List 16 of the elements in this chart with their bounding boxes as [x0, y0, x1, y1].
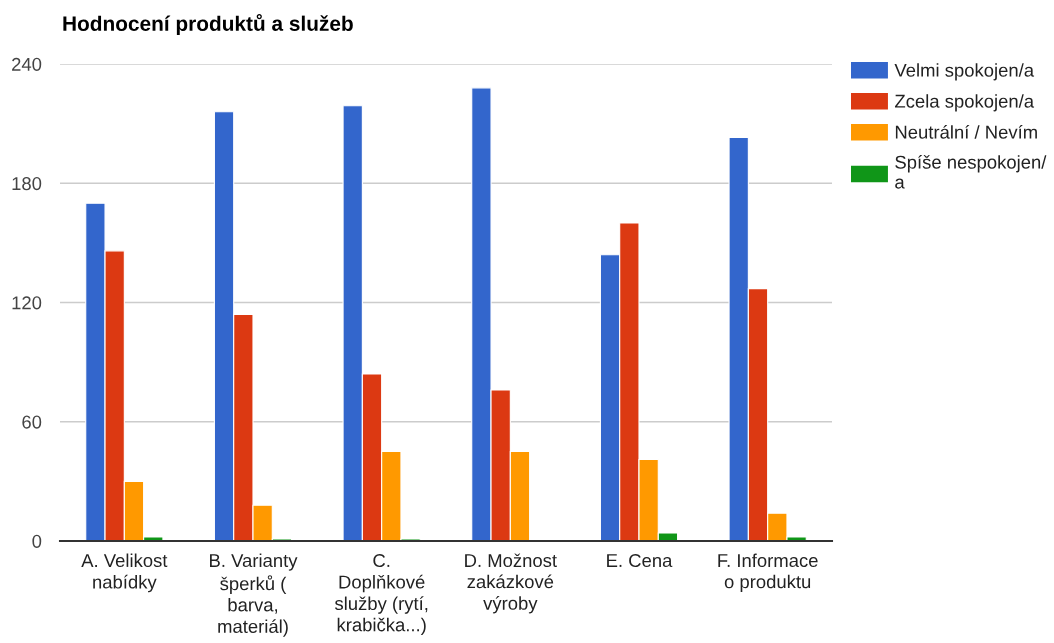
x-tick-label: D. Možnost zakázkové výroby: [465, 553, 557, 614]
x-tick-label: C. Doplňkové služby (rytí, krabička...): [334, 553, 428, 636]
y-tick-label: 0: [32, 534, 42, 548]
legend-label: Velmi spokojen/a: [894, 63, 1035, 81]
y-tick-label: 180: [12, 177, 42, 191]
x-tick-label: E. Cena: [607, 553, 673, 568]
chart-title: Hodnocení produktů a služeb: [63, 14, 353, 36]
legend-label: Zcela spokojen/a: [895, 94, 1035, 112]
legend-label: Neutrální / Nevím: [895, 124, 1037, 139]
x-tick-label: B. Varianty šperků ( barva, materiál): [210, 553, 298, 637]
x-tick-label: A. Velikost nabídky: [81, 553, 168, 593]
legend-label: Spíše nespokojen/a: [895, 154, 1047, 189]
y-tick-label: 120: [12, 296, 42, 310]
y-tick-label: 60: [22, 415, 42, 429]
y-tick-label: 240: [12, 57, 42, 71]
x-tick-label: F. Informace o produktu: [718, 553, 818, 592]
